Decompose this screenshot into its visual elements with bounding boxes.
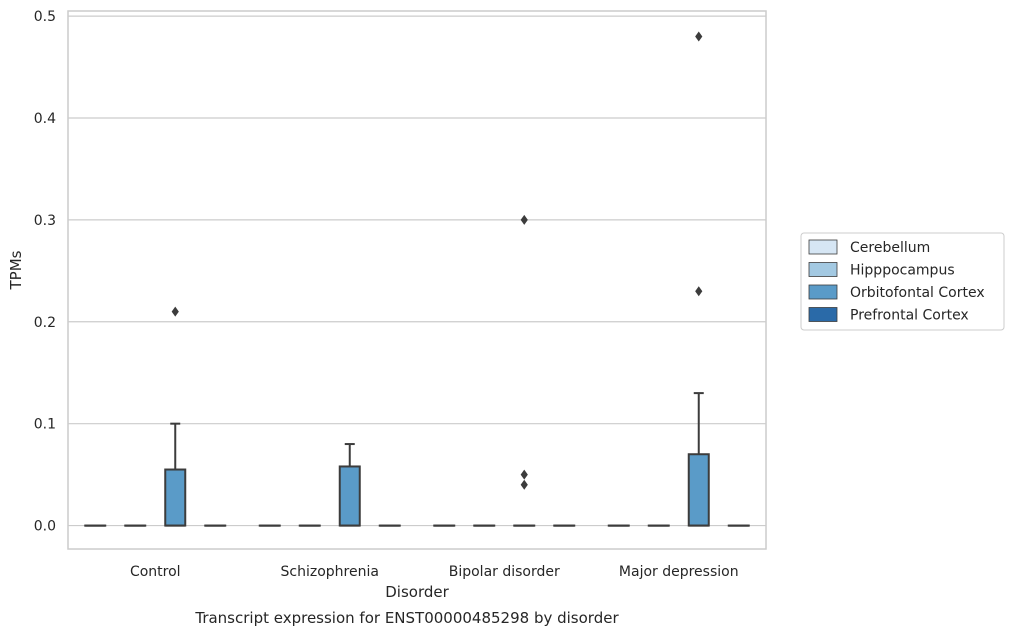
legend-label: Prefrontal Cortex (850, 308, 969, 324)
box-2-1 (338, 443, 361, 527)
box-body (338, 465, 361, 527)
outlier-point (695, 31, 703, 42)
legend-swatch (808, 284, 838, 300)
y-tick-label: 0.4 (34, 111, 56, 127)
x-tick-label: Bipolar disorder (449, 564, 560, 580)
y-tick-label: 0.2 (34, 315, 56, 331)
outlier-point (695, 286, 703, 297)
outlier-point (171, 306, 179, 317)
box-body (687, 453, 710, 527)
y-tick-labels: 0.0 0.1 0.2 0.3 0.4 0.5 (34, 9, 56, 534)
grid-lines (68, 15, 766, 527)
box-body (164, 468, 187, 527)
y-tick-label: 0.5 (34, 9, 56, 25)
y-tick-label: 0.3 (34, 213, 56, 229)
plot-frame (67, 10, 767, 550)
figure-caption: Transcript expression for ENST0000048529… (194, 609, 619, 627)
legend: Cerebellum Hipppocampus Orbitofontal Corte… (800, 232, 1005, 331)
legend-label: Cerebellum (850, 240, 930, 256)
legend-swatch (808, 239, 838, 255)
legend-label: Hipppocampus (850, 263, 955, 279)
box-2-0 (164, 306, 187, 527)
legend-frame (800, 232, 1005, 331)
legend-swatch (808, 262, 838, 277)
outlier-point (520, 214, 528, 225)
y-tick-label: 0.1 (34, 417, 56, 433)
legend-swatch (808, 307, 838, 322)
outlier-point (520, 469, 528, 480)
x-tick-labels: Control Schizophrenia Bipolar disorder Majo… (130, 564, 739, 580)
x-tick-label: Major depression (619, 564, 739, 580)
x-tick-label: Schizophrenia (281, 564, 379, 580)
box-2-2 (513, 214, 536, 527)
outlier-point (520, 479, 528, 490)
y-axis-label: TPMs (7, 250, 25, 290)
box-layer (84, 31, 750, 527)
x-axis-label: Disorder (385, 583, 449, 601)
x-tick-label: Control (130, 564, 181, 580)
legend-label: Orbitofontal Cortex (850, 285, 985, 301)
box-2-3 (687, 31, 710, 527)
y-tick-label: 0.0 (34, 519, 56, 535)
